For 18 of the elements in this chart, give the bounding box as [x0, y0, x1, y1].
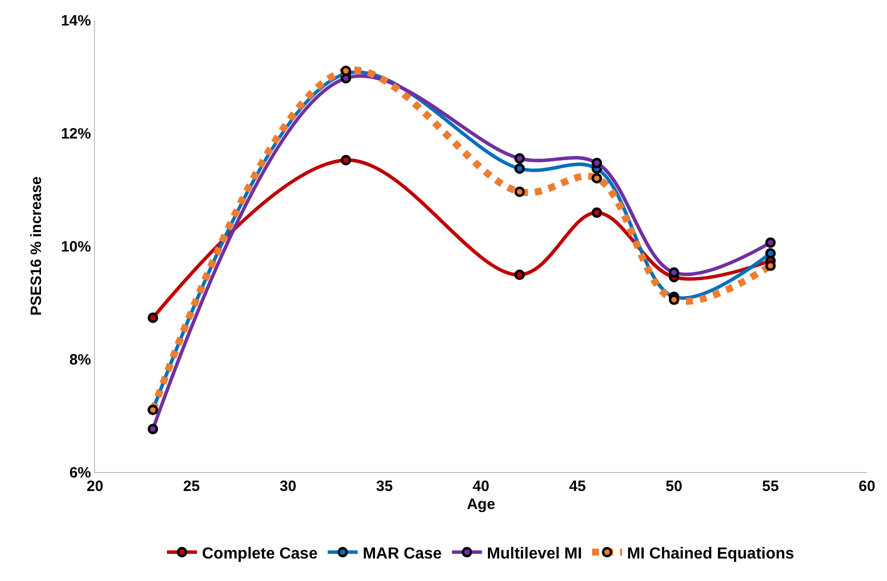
legend-label: MI Chained Equations: [627, 545, 794, 562]
legend-label: MAR Case: [362, 545, 442, 562]
x-tick-label: 60: [858, 478, 876, 495]
legend-label: Complete Case: [202, 545, 318, 562]
x-tick-label: 55: [762, 478, 779, 495]
x-tick-label: 25: [183, 478, 200, 495]
x-axis-title: Age: [466, 496, 496, 513]
y-axis-title: PSES16 % increase: [28, 176, 46, 316]
legend-label: Multilevel MI: [486, 545, 582, 562]
x-tick-label: 35: [376, 478, 393, 495]
x-tick-label: 50: [666, 478, 682, 495]
x-tick-label: 30: [280, 478, 296, 495]
y-tick-label: 14%: [60, 12, 91, 30]
y-tick-label: 12%: [60, 125, 91, 142]
y-tick-label: 8%: [69, 351, 91, 368]
y-tick-label: 10%: [60, 238, 91, 256]
x-tick-label: 40: [472, 478, 490, 495]
x-tick-label: 45: [569, 478, 586, 495]
